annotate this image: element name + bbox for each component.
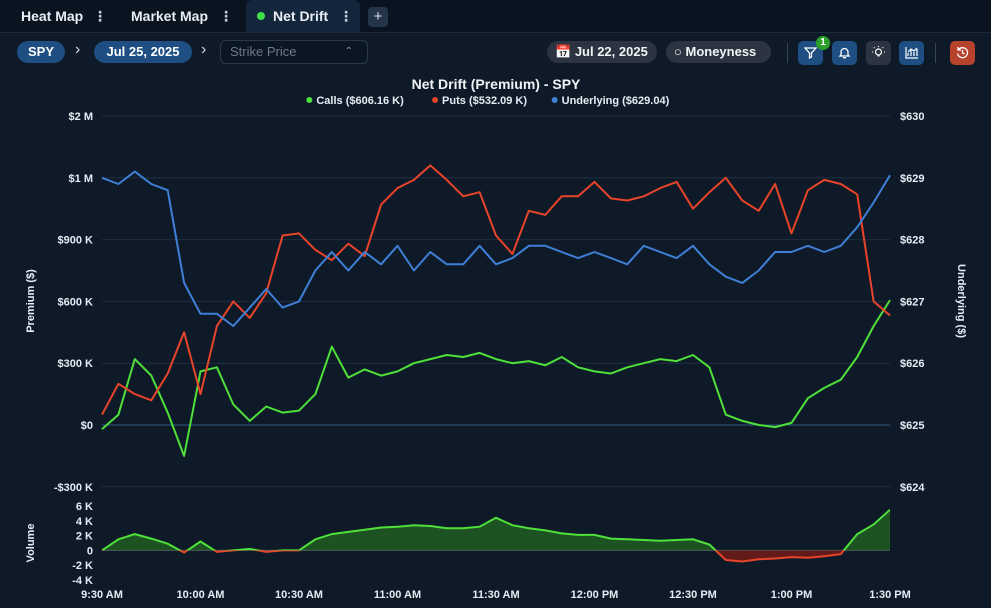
toolbar-divider [787,43,788,63]
volume-panel [102,508,890,563]
add-tab-button[interactable]: + [368,7,388,27]
moneyness-label: Moneyness [685,44,757,59]
legend-label: Puts ($532.09 K) [442,95,527,107]
x-tick-label: 12:00 PM [571,589,619,601]
left-tick-label: -$300 K [54,482,93,494]
alerts-button[interactable] [832,41,857,65]
updown-chevron-icon: ⌃ [344,46,353,57]
chevron-right-icon: › [201,41,207,58]
filter-count-badge: 1 [816,36,830,50]
bell-icon [838,47,851,59]
legend-marker [306,97,313,103]
right-tick-label: $630 [900,111,924,123]
moneyness-icon: ○ [674,44,682,59]
left-axis-label: Premium ($) [25,269,37,333]
moneyness-button[interactable]: ○ Moneyness [666,41,771,63]
history-reset-icon [956,47,969,59]
date-label: Jul 22, 2025 [574,44,648,59]
active-dot-icon [257,12,265,20]
date-button[interactable]: 📅 Jul 22, 2025 [547,41,657,63]
lightbulb-icon [872,46,885,57]
tab-heat-map-menu-icon[interactable]: ⋮ [93,8,107,24]
chart-icon [904,47,918,59]
tab-heat-map[interactable]: Heat Map ⋮ [0,0,112,32]
x-tick-label: 10:00 AM [177,589,225,601]
filter-icon [803,47,818,60]
chart-title: Net Drift (Premium) - SPY [412,76,581,92]
volume-line-positive [102,508,890,551]
chart-grid [102,115,890,551]
right-tick-label: $625 [900,420,924,432]
volume-tick-label: 4 K [76,516,93,528]
series-line-puts [101,164,891,416]
series-line-calls [101,299,891,457]
left-tick-label: $1 M [69,173,93,185]
x-tick-label: 11:00 AM [374,589,421,601]
left-tick-label: $600 K [58,296,94,308]
right-tick-label: $629 [900,173,924,185]
toolbar-divider [935,43,936,63]
series-line-underlying [101,170,891,328]
right-tick-label: $626 [900,358,924,370]
volume-tick-label: -4 K [72,575,93,587]
x-tick-label: 9:30 AM [81,589,123,601]
x-tick-label: 1:00 PM [771,589,813,601]
tab-market-map[interactable]: Market Map ⋮ [110,0,242,32]
volume-tick-label: -2 K [72,560,93,572]
tab-net-drift-label: Net Drift [273,8,329,24]
strike-price-select[interactable]: Strike Price ⌃ [220,40,368,64]
legend-marker [432,97,439,103]
left-tick-label: $0 [81,420,93,432]
strike-price-placeholder: Strike Price [230,44,297,59]
legend-marker [551,97,558,103]
tab-bar: Heat Map ⋮ Market Map ⋮ Net Drift ⋮ + [0,0,991,33]
expiry-button[interactable]: Jul 25, 2025 [94,41,192,63]
reset-button[interactable] [950,41,975,65]
calendar-icon: 📅 [555,44,572,59]
x-tick-label: 1:30 PM [869,589,911,601]
tab-heat-map-label: Heat Map [21,8,84,24]
volume-tick-label: 2 K [76,531,93,543]
right-tick-label: $627 [900,296,924,308]
tab-market-map-menu-icon[interactable]: ⋮ [219,8,233,24]
volume-axis-label: Volume [25,524,37,563]
tab-net-drift-menu-icon[interactable]: ⋮ [339,8,353,24]
volume-tick-label: 6 K [76,501,93,513]
chart-legend: Calls ($606.16 K) Puts ($532.09 K) Underly… [306,95,670,107]
chart-settings-button[interactable] [899,41,924,65]
legend-label: Calls ($606.16 K) [316,95,404,107]
legend-label: Underlying ($629.04) [562,95,670,107]
tab-net-drift[interactable]: Net Drift ⋮ [246,0,360,32]
x-tick-label: 10:30 AM [275,589,323,601]
volume-tick-label: 0 [87,545,93,557]
chart-axes: $2 M $1 M $900 K $600 K $300 K $0 -$300 K $630 $… [54,111,925,601]
toolbar: SPY › Jul 25, 2025 › Strike Price ⌃ 📅 Ju… [0,33,991,71]
x-tick-label: 11:30 AM [472,589,519,601]
chart-series [101,164,891,457]
volume-line-negative [102,550,846,563]
volume-area-negative [102,550,890,562]
right-tick-label: $624 [900,482,925,494]
right-axis-label: Underlying ($) [955,264,967,338]
right-tick-label: $628 [900,235,924,247]
x-tick-label: 12:30 PM [669,589,717,601]
left-tick-label: $2 M [69,111,93,123]
ticker-button[interactable]: SPY [17,41,65,63]
left-tick-label: $900 K [58,235,94,247]
net-drift-chart[interactable]: Net Drift (Premium) - SPY Calls ($606.16… [0,71,991,608]
theme-button[interactable] [866,41,891,65]
tab-market-map-label: Market Map [131,8,209,24]
chevron-right-icon: › [75,41,81,58]
left-tick-label: $300 K [58,358,94,370]
